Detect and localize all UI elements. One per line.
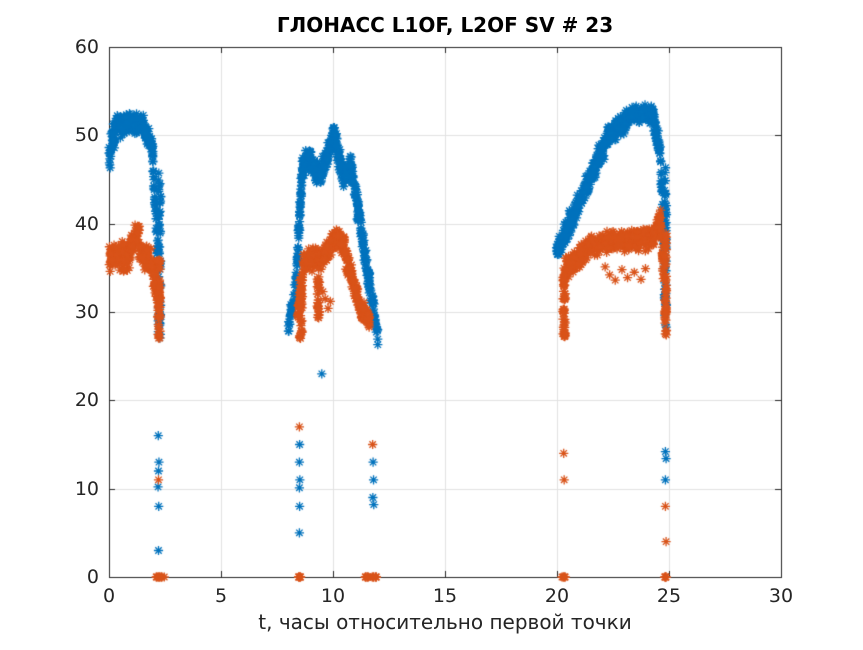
x-tick-label: 20: [544, 585, 570, 607]
y-tick-label: 30: [74, 301, 99, 323]
y-tick-label: 10: [74, 477, 99, 500]
y-tick-label: 60: [74, 36, 99, 58]
x-axis-label: t, часы относительно первой точки: [258, 610, 632, 634]
x-tick-label: 15: [432, 585, 458, 607]
x-tick-label: 25: [656, 585, 682, 607]
x-tick-label: 5: [214, 585, 228, 607]
x-tick-label: 30: [768, 585, 794, 607]
y-tick-label: 0: [86, 566, 99, 588]
y-tick-label: 40: [74, 212, 99, 235]
chart-title: ГЛОНАСС L1OF, L2OF SV # 23: [276, 13, 614, 37]
y-tick-label: 50: [74, 124, 99, 147]
x-tick-label: 10: [320, 585, 346, 607]
y-tick-label: 20: [74, 389, 99, 412]
x-tick-label: 0: [102, 585, 116, 607]
